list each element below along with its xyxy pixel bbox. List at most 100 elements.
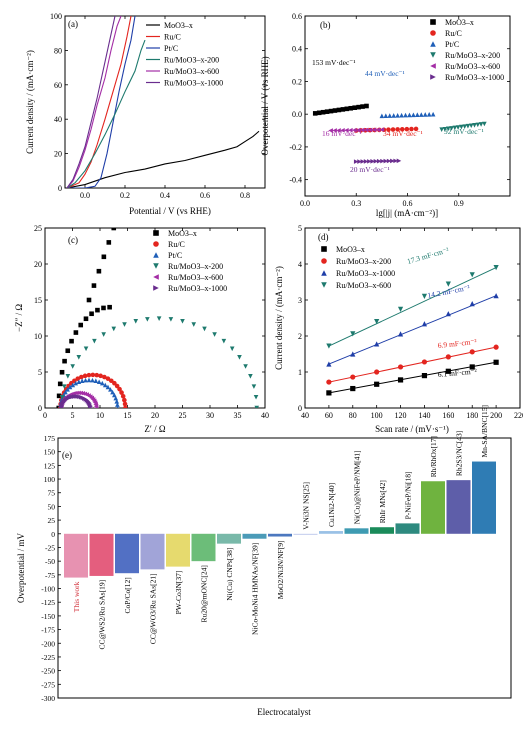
x-tick-label: 180	[466, 411, 478, 420]
x-tick-label: 0	[43, 411, 47, 420]
data-point	[348, 127, 353, 133]
data-point	[123, 405, 128, 408]
panel-c-legend: MoO3–x Ru/C Pt/C Ru/MoO3–x-200 Ru/MoO3–x-600…	[153, 229, 227, 293]
data-point	[73, 380, 79, 386]
data-point	[348, 105, 354, 111]
data-point	[156, 316, 162, 322]
y-tick-label: -200	[41, 639, 55, 648]
data-point	[168, 317, 174, 322]
data-point	[101, 254, 107, 260]
bar	[344, 528, 369, 534]
bar-label: CC@WO3/Ru SAs[21]	[149, 573, 158, 644]
panel-b-ylabel: Overpotential / V (vs RHE)	[260, 56, 270, 155]
y-tick-label: 100	[44, 475, 56, 484]
data-point	[387, 113, 393, 118]
legend-symbol	[321, 258, 327, 264]
data-point	[373, 158, 379, 164]
series-line	[66, 130, 260, 188]
data-point	[76, 390, 81, 396]
legend-c-label: Ru/MoO3–x-1000	[168, 284, 227, 293]
data-point	[391, 113, 397, 118]
bar-label: MoO2/Ni3N/NF[9]	[276, 541, 285, 600]
data-point	[442, 126, 448, 132]
y-tick-label: -275	[41, 680, 55, 689]
y-tick-label: 2	[298, 332, 302, 341]
y-tick-label: -175	[41, 626, 55, 635]
data-point	[426, 112, 432, 117]
bar-label: Rh/RhOx[17]	[429, 436, 438, 477]
data-point	[93, 378, 99, 384]
legend-c-label: MoO3–x	[168, 229, 197, 238]
y-tick-label: 0	[51, 530, 55, 539]
data-point	[326, 343, 332, 349]
x-tick-label: 140	[418, 411, 430, 420]
fit-line	[328, 361, 497, 394]
data-point	[352, 105, 357, 110]
data-point	[445, 126, 451, 132]
data-point	[99, 380, 105, 386]
bar-label: CC@WS2/Ru SAs[19]	[98, 580, 107, 650]
data-point	[229, 346, 235, 352]
data-point	[116, 405, 119, 408]
panel-d-xlabel: Scan rate / (mV·s⁻¹)	[375, 424, 449, 434]
data-point	[493, 344, 499, 350]
data-point	[59, 394, 65, 400]
x-tick-label: 0.0	[80, 191, 90, 200]
data-point	[324, 109, 330, 114]
panel-c-series	[56, 228, 260, 408]
x-tick-label: 160	[442, 411, 454, 420]
panel-e-frame	[57, 437, 512, 699]
data-point	[98, 373, 103, 379]
bar-label: This work	[72, 581, 81, 612]
y-tick-label: 5	[38, 368, 42, 377]
legend-symbol	[321, 270, 327, 276]
data-point	[63, 389, 68, 395]
data-point	[83, 377, 88, 383]
data-point	[65, 374, 71, 379]
data-point	[360, 159, 366, 164]
bar	[319, 531, 343, 534]
slope-b-200: 92 mV·dec⁻¹	[444, 127, 484, 136]
data-point	[380, 158, 385, 164]
x-tick-label: 200	[490, 411, 502, 420]
legend-d-label: Ru/MoO3–x-600	[336, 281, 391, 290]
data-point	[114, 383, 120, 389]
data-point	[399, 126, 405, 132]
y-tick-label: -75	[45, 571, 55, 580]
data-point	[350, 374, 356, 380]
legend-c-label: Ru/MoO3–x-200	[168, 262, 223, 271]
bar	[166, 533, 190, 567]
data-point	[332, 108, 338, 113]
data-point	[462, 124, 467, 129]
legend-b-label: Ru/C	[445, 29, 462, 38]
slope-b-600: 16 mV·dec⁻¹	[322, 129, 362, 138]
slope-b-1000: 20 mV·dec⁻¹	[350, 165, 390, 174]
x-tick-label: 20	[151, 411, 159, 420]
data-point	[386, 127, 391, 132]
panel-e-letter: (e)	[62, 450, 72, 460]
panel-a-axes: 0.0 0.2 0.4 0.6 0.8 0 20 40 60 80 100	[50, 12, 265, 200]
slope-b-moo3: 153 mV·dec⁻¹	[312, 58, 356, 67]
x-tick-label: 0.4	[160, 191, 170, 200]
data-point	[102, 374, 107, 380]
data-point	[421, 359, 428, 365]
data-point	[379, 113, 385, 119]
x-tick-label: 120	[395, 411, 407, 420]
data-point	[112, 380, 117, 386]
data-point	[393, 158, 398, 164]
data-point	[413, 126, 419, 132]
legend-a-label: MoO3–x	[164, 21, 193, 30]
y-tick-label: 10	[34, 332, 42, 341]
panel-c-axes: 0 5 10 15 20 25 30 35 40 0 5 10 15 20 25	[34, 224, 269, 420]
data-point	[62, 358, 67, 364]
legend-symbol	[153, 285, 159, 291]
legend-a-label: Ru/C	[164, 33, 181, 42]
legend-symbol	[153, 241, 159, 247]
y-tick-label: 20	[34, 260, 42, 269]
x-tick-label: 0.0	[300, 199, 310, 208]
data-point	[411, 112, 416, 118]
legend-symbol	[430, 19, 436, 25]
data-point	[122, 322, 127, 327]
y-tick-label: 75	[48, 489, 56, 498]
data-point	[452, 125, 458, 131]
